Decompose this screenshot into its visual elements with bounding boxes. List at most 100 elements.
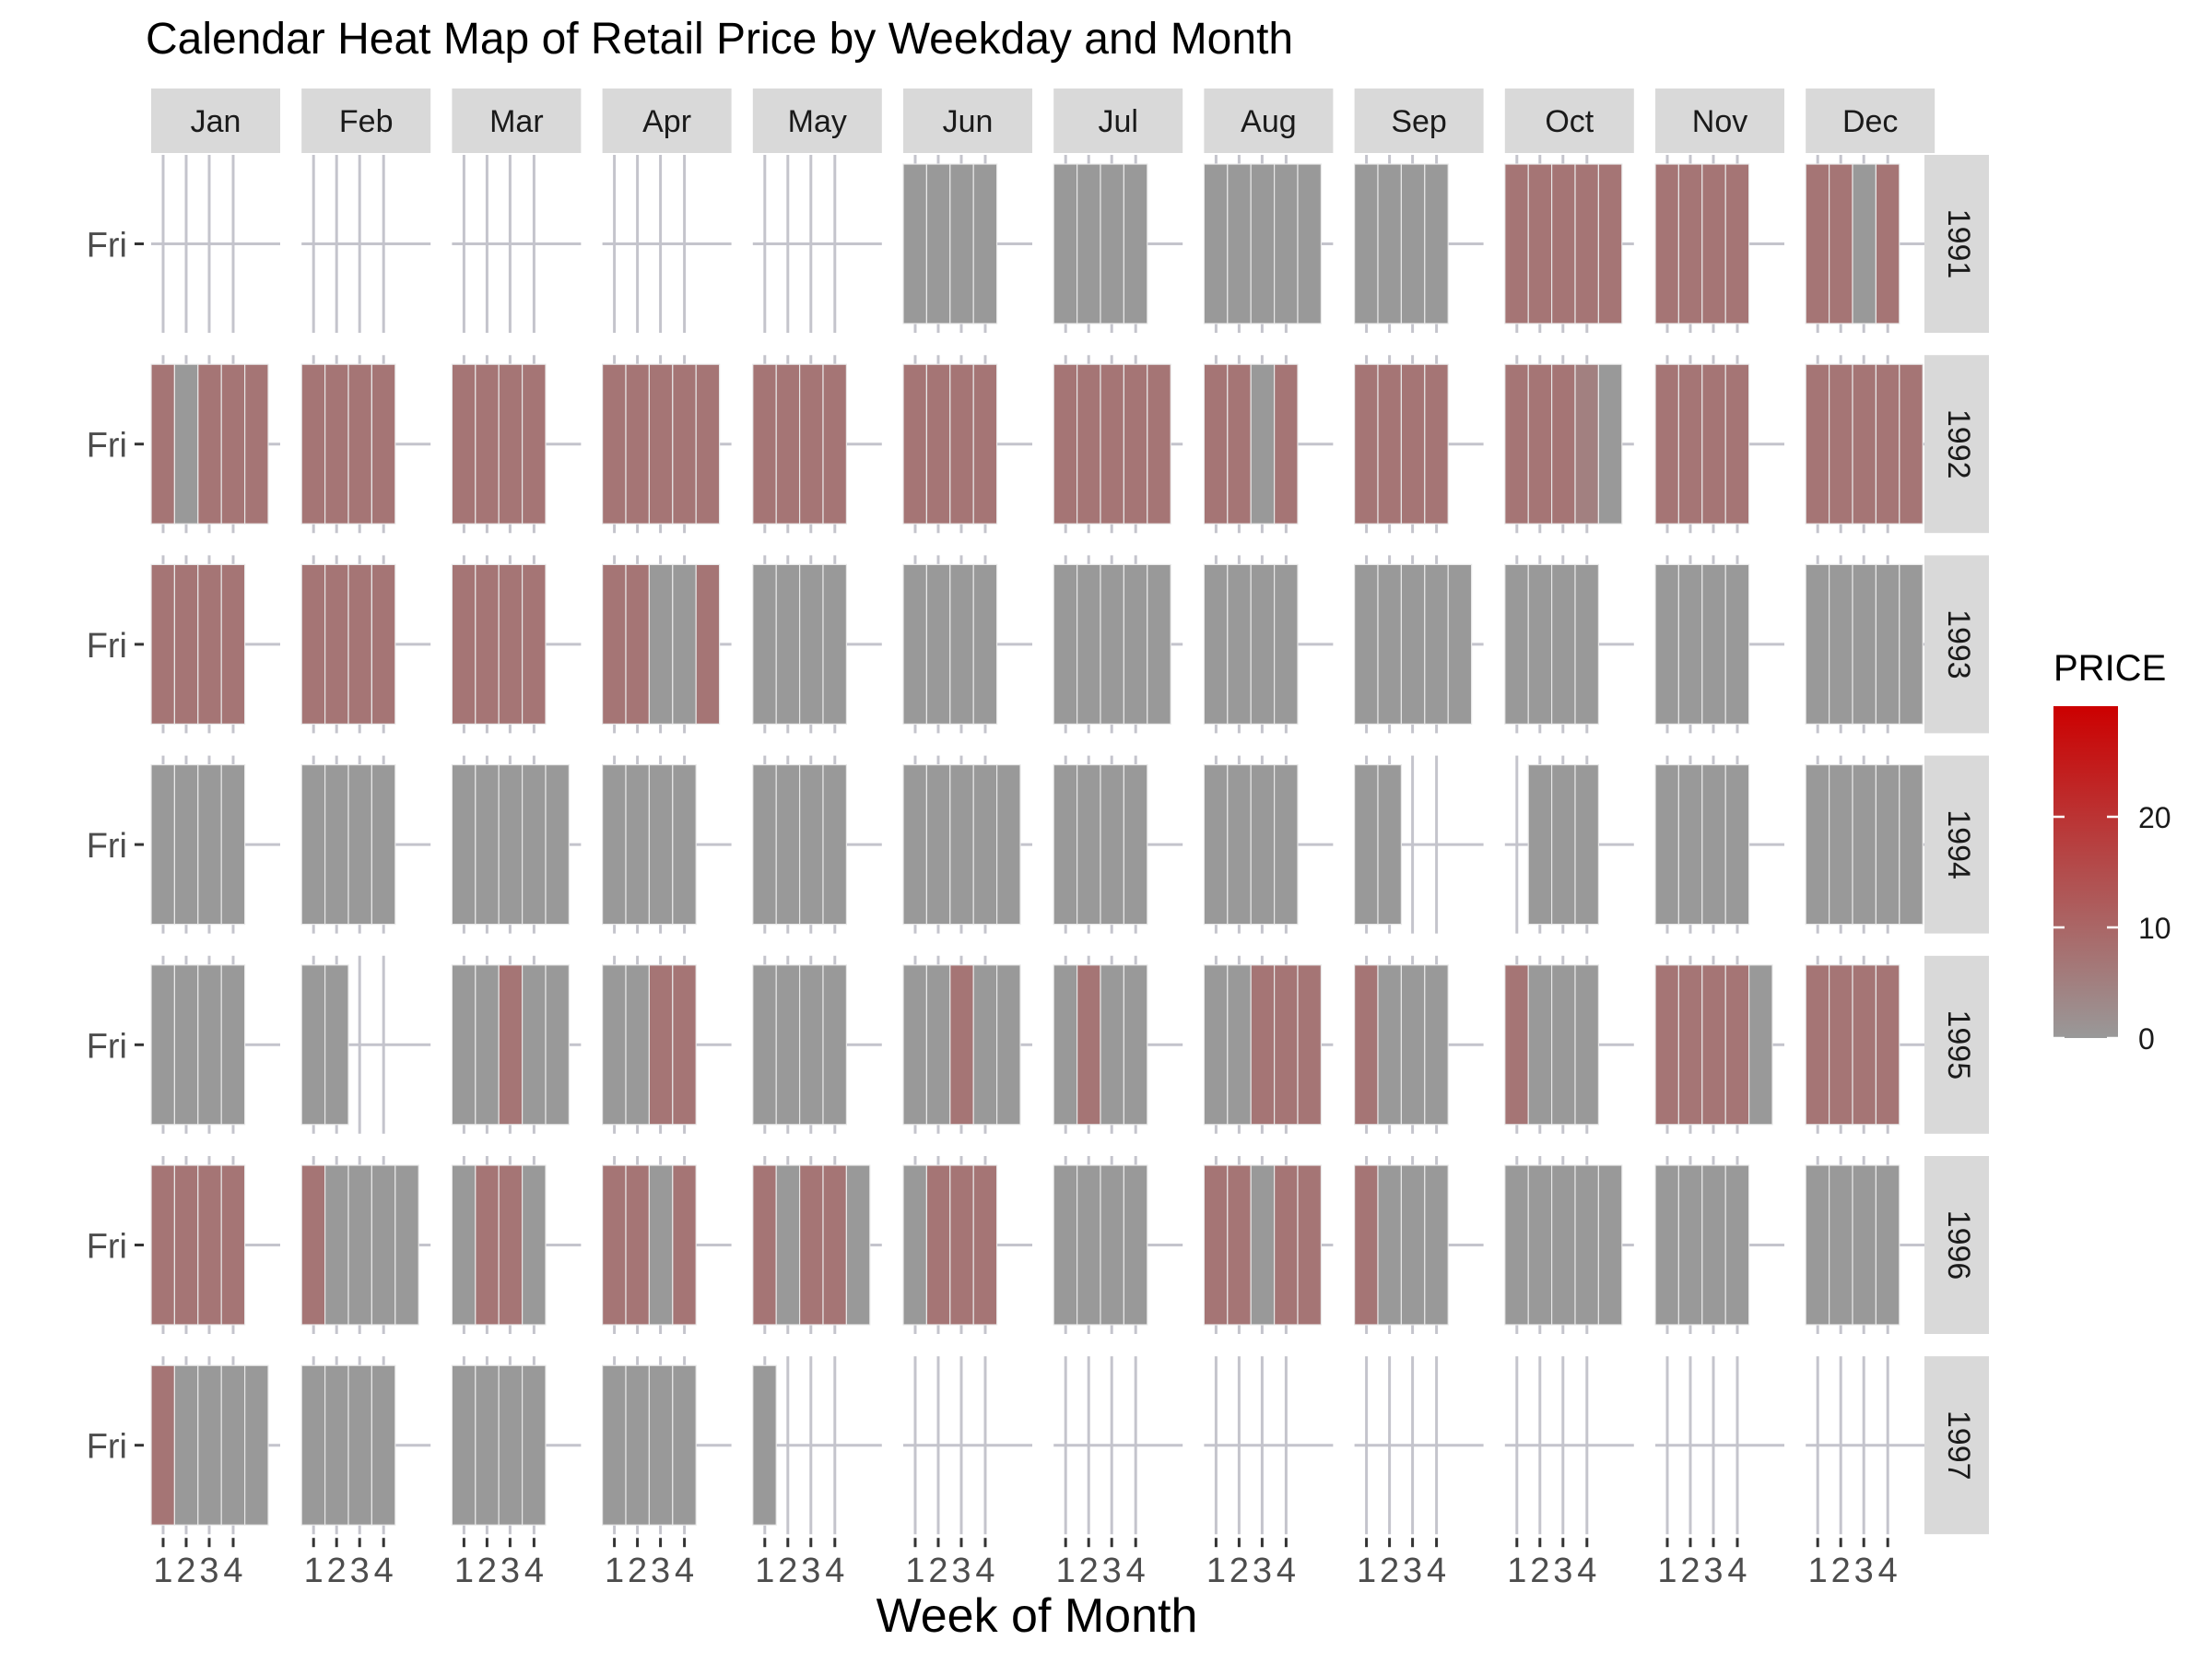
heat-cell-aug-1994-week-4: [1273, 763, 1299, 926]
month-strip-bg: [1204, 89, 1334, 153]
heat-cell-feb-1993-week-3: [347, 563, 372, 726]
heat-cell-may-1995-week-4: [822, 964, 847, 1126]
x-axis-title: Week of Month: [877, 1589, 1198, 1643]
heat-cell-feb-1992-week-4: [371, 363, 396, 525]
panel-sep-1991: [1353, 155, 1484, 333]
heat-cell-feb-1993-week-1: [300, 563, 326, 726]
heat-cell-aug-1992-week-4: [1273, 363, 1299, 525]
heat-cell-aug-1991-week-1: [1203, 163, 1229, 325]
heat-cell-oct-1991-week-3: [1550, 163, 1576, 325]
month-strip-bg: [301, 89, 431, 153]
heat-cell-sep-1992-week-4: [1424, 363, 1449, 525]
panel-jul-1994: [1053, 755, 1183, 934]
panel-jan-1996: [150, 1156, 280, 1334]
heat-cell-jul-1994-week-2: [1076, 763, 1101, 926]
panel-sep-1997: [1354, 1356, 1484, 1535]
month-strip-bg: [1655, 89, 1784, 153]
panel-dec-1992: [1805, 355, 1936, 534]
heat-cell-jun-1993-week-3: [949, 563, 974, 726]
heat-cell-may-1992-week-4: [822, 363, 847, 525]
month-strip-bg: [1504, 89, 1634, 153]
panel-sep-1995: [1353, 955, 1484, 1134]
x-tick-label: 3: [199, 1552, 218, 1590]
heat-cell-apr-1994-week-1: [601, 763, 627, 926]
heat-cell-dec-1993-week-1: [1805, 563, 1830, 726]
panel-mar-1995: [451, 955, 582, 1134]
heat-cell-nov-1991-week-3: [1701, 163, 1726, 325]
heat-cell-jan-1997-week-3: [197, 1364, 222, 1526]
month-strip-jul: Jul: [1053, 89, 1183, 153]
heat-cell-oct-1991-week-5: [1597, 163, 1623, 325]
heat-cell-nov-1994-week-2: [1677, 763, 1703, 926]
heat-cell-dec-1991-week-3: [1852, 163, 1877, 325]
heat-cell-jun-1996-week-3: [949, 1164, 974, 1326]
heat-cell-jan-1992-week-1: [150, 363, 175, 525]
heat-cell-apr-1992-week-2: [625, 363, 650, 525]
x-tick-label: 2: [1230, 1552, 1249, 1590]
heat-cell-mar-1995-week-3: [498, 964, 524, 1126]
x-tick-label: 4: [1727, 1552, 1747, 1590]
x-tick-label: 3: [1854, 1552, 1874, 1590]
x-tick-label: 3: [1553, 1552, 1572, 1590]
x-tick-label: 3: [651, 1552, 670, 1590]
heat-cell-jan-1993-week-2: [173, 563, 199, 726]
heat-cell-jun-1995-week-4: [972, 964, 998, 1126]
heat-cell-oct-1991-week-4: [1574, 163, 1599, 325]
heat-cell-oct-1993-week-4: [1574, 563, 1599, 726]
heat-cell-jan-1997-week-4: [220, 1364, 246, 1526]
panel-apr-1997: [601, 1356, 732, 1535]
heat-cell-oct-1994-week-2: [1527, 763, 1553, 926]
heat-cell-aug-1996-week-4: [1273, 1164, 1299, 1326]
heat-cell-apr-1994-week-4: [672, 763, 697, 926]
x-tick-label: 1: [1206, 1552, 1226, 1590]
heat-cell-nov-1992-week-2: [1677, 363, 1703, 525]
heat-cell-jul-1992-week-3: [1100, 363, 1124, 525]
month-strip-bg: [903, 89, 1032, 153]
panel-jun-1996: [902, 1156, 1032, 1334]
heat-cell-sep-1995-week-4: [1424, 964, 1449, 1126]
heat-cell-feb-1994-week-1: [300, 763, 326, 926]
heat-cell-aug-1993-week-1: [1203, 563, 1229, 726]
heat-cell-mar-1995-week-2: [475, 964, 500, 1126]
month-strip-sep: Sep: [1354, 89, 1484, 153]
heat-cell-nov-1995-week-1: [1654, 964, 1679, 1126]
month-strip-aug: Aug: [1204, 89, 1334, 153]
heat-cell-mar-1995-week-4: [521, 964, 547, 1126]
x-tick-label: 1: [304, 1552, 324, 1590]
heat-cell-oct-1995-week-1: [1504, 964, 1529, 1126]
y-tick-label-1995: Fri: [87, 1027, 127, 1066]
heat-cell-dec-1996-week-2: [1828, 1164, 1853, 1326]
y-tick-label-1991: Fri: [87, 227, 127, 266]
heat-cell-nov-1993-week-1: [1654, 563, 1679, 726]
heat-cell-aug-1991-week-5: [1297, 163, 1322, 325]
heat-cell-jan-1992-week-5: [244, 363, 269, 525]
legend-tick-label: 20: [2138, 801, 2171, 834]
heat-cell-aug-1992-week-3: [1250, 363, 1276, 525]
heat-cell-jun-1996-week-2: [925, 1164, 951, 1326]
heat-cell-sep-1995-week-1: [1353, 964, 1379, 1126]
month-strip-feb: Feb: [301, 89, 431, 153]
panel-feb-1993: [300, 555, 431, 734]
heat-cell-may-1994-week-3: [798, 763, 824, 926]
heat-cell-feb-1996-week-3: [347, 1164, 372, 1326]
heat-cell-dec-1993-week-3: [1852, 563, 1877, 726]
year-strip-1991: 1991: [1924, 155, 1989, 333]
x-tick-label: 3: [1403, 1552, 1422, 1590]
heat-cell-nov-1991-week-2: [1677, 163, 1703, 325]
x-tick-label: 2: [1530, 1552, 1549, 1590]
heat-cell-jul-1993-week-3: [1100, 563, 1124, 726]
y-tick-label-1997: Fri: [87, 1428, 127, 1467]
panel-nov-1991: [1654, 155, 1784, 333]
heat-cell-nov-1996-week-4: [1724, 1164, 1750, 1326]
x-tick-label: 1: [755, 1552, 774, 1590]
heat-cell-mar-1996-week-3: [498, 1164, 524, 1326]
x-tick-label: 4: [223, 1552, 242, 1590]
heat-cell-jul-1993-week-2: [1076, 563, 1101, 726]
heat-cell-may-1992-week-3: [798, 363, 824, 525]
heat-cell-mar-1992-week-2: [475, 363, 500, 525]
x-tick-label: 4: [1126, 1552, 1146, 1590]
panel-aug-1992: [1203, 355, 1334, 534]
heat-cell-jul-1991-week-3: [1100, 163, 1124, 325]
facet-strips: 1991 1992 1993 1994 1995 1996 1997 Jan Feb Mar Apr…: [151, 89, 1989, 1535]
heat-cell-mar-1997-week-2: [475, 1364, 500, 1526]
